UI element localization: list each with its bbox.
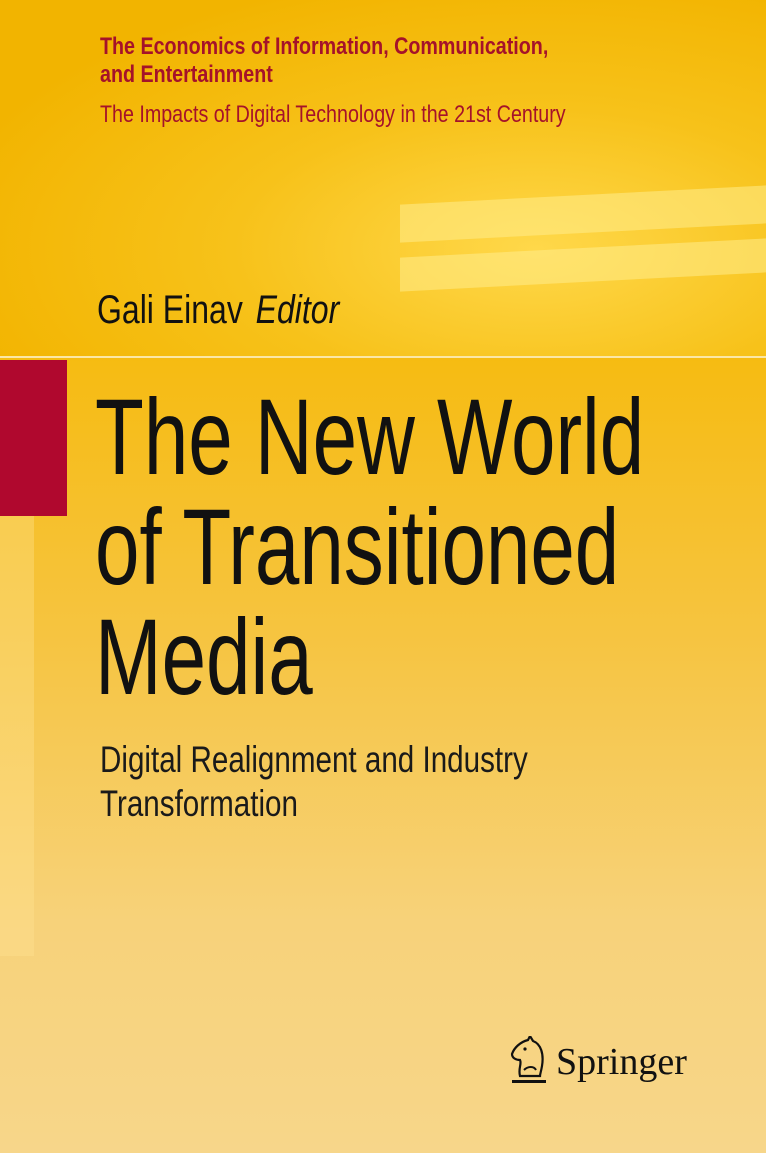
marquee-band (400, 185, 766, 243)
divider-line (0, 356, 766, 358)
series-title-line: The Economics of Information, Communicat… (100, 33, 549, 60)
book-subtitle: Digital Realignment and Industry Transfo… (100, 738, 528, 826)
publisher-logo: Springer (508, 1036, 687, 1088)
editor-role: Editor (255, 288, 340, 332)
editor-credit: Gali Einav Editor (97, 288, 339, 333)
editor-name: Gali Einav (97, 288, 243, 332)
title-line: of Transitioned (95, 486, 620, 607)
accent-block (0, 360, 67, 516)
subtitle-line: Transformation (100, 783, 298, 824)
publisher-name: Springer (556, 1041, 687, 1083)
knight-chess-horse-icon (510, 1036, 546, 1083)
series-subtitle: The Impacts of Digital Technology in the… (100, 101, 566, 128)
marquee-band (400, 238, 766, 292)
series-title: The Economics of Information, Communicat… (100, 33, 548, 90)
book-title: The New World of Transitioned Media (95, 382, 644, 712)
series-title-line: and Entertainment (100, 61, 273, 89)
title-line: The New World (95, 376, 645, 497)
left-strip (0, 516, 34, 956)
subtitle-line: Digital Realignment and Industry (100, 739, 528, 780)
cover-photo (0, 0, 766, 356)
title-line: Media (95, 596, 313, 717)
